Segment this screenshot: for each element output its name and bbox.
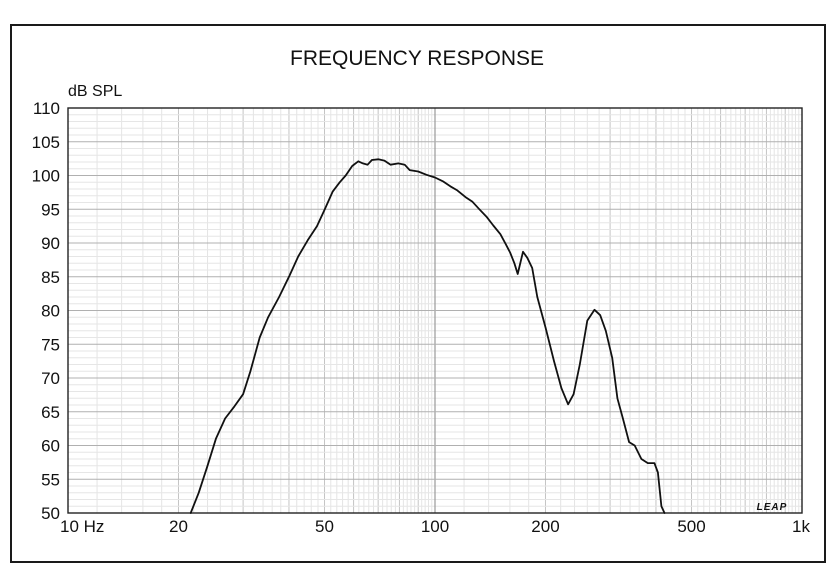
y-tick-label: 110 — [33, 99, 60, 118]
x-tick-label: 100 — [421, 517, 449, 536]
grid-major — [68, 108, 802, 513]
y-axis-ticks: 50 55 60 65 70 75 80 85 90 95 100 105 110 — [32, 99, 60, 523]
x-tick-label: 500 — [677, 517, 705, 536]
y-tick-label: 55 — [41, 470, 60, 489]
x-axis-ticks: 10 Hz 20 50 100 200 500 1k — [60, 517, 810, 536]
plot-area — [67, 107, 803, 514]
series-layer — [189, 158, 666, 514]
frequency-response-chart: FREQUENCY RESPONSE dB SPL 50 55 60 65 70 75 80… — [32, 47, 811, 536]
y-tick-label: 80 — [41, 302, 60, 321]
x-tick-label: 200 — [531, 517, 559, 536]
y-tick-label: 85 — [41, 268, 60, 287]
chart-title: FREQUENCY RESPONSE — [290, 47, 544, 70]
leap-watermark: LEAP — [757, 502, 788, 513]
y-tick-label: 65 — [41, 403, 60, 422]
y-tick-label: 60 — [41, 437, 60, 456]
chart-frame: FREQUENCY RESPONSE dB SPL 50 55 60 65 70 75 80… — [10, 24, 826, 563]
x-tick-label: 1k — [792, 517, 810, 536]
series-line-0 — [189, 158, 666, 514]
y-tick-label: 100 — [32, 167, 60, 186]
y-tick-label: 105 — [32, 133, 60, 152]
y-tick-label: 90 — [41, 234, 60, 253]
x-tick-label: 50 — [315, 517, 334, 536]
x-tick-label: 20 — [169, 517, 188, 536]
y-tick-label: 70 — [41, 369, 60, 388]
y-tick-label: 95 — [41, 200, 60, 219]
y-tick-label: 50 — [41, 504, 60, 523]
y-tick-label: 75 — [41, 335, 60, 354]
x-tick-label: 10 Hz — [60, 517, 104, 536]
y-axis-label: dB SPL — [68, 83, 122, 100]
